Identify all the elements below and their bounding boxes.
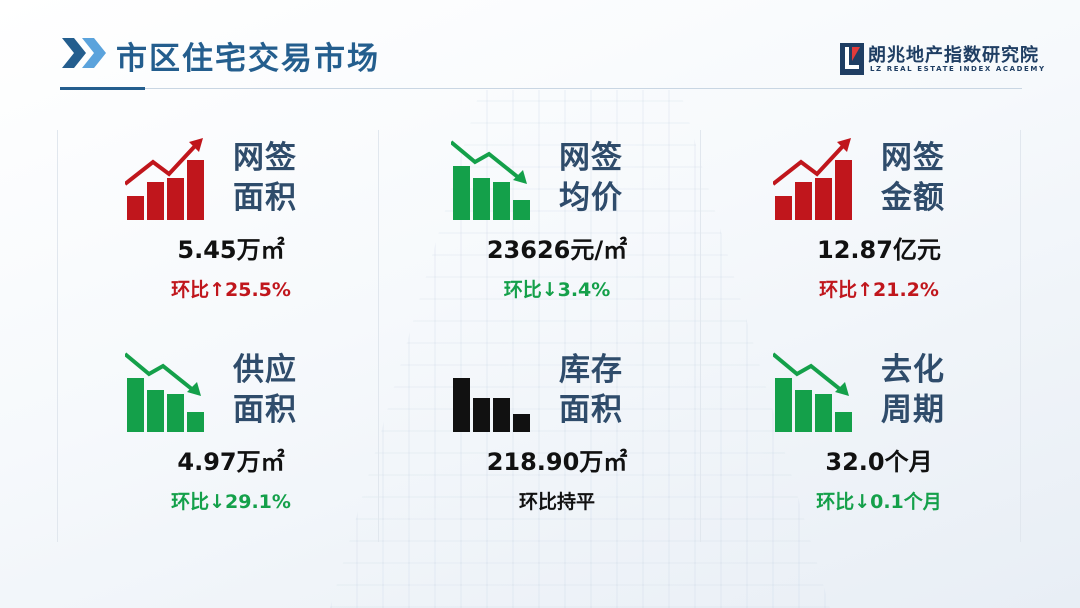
logo: 朗兆地产指数研究院 LZ REAL ESTATE INDEX ACADEMY: [840, 43, 1044, 78]
metric-card-sell-through-cycle: 去化 周期 32.0个月 环比↓0.1个月: [773, 350, 1073, 530]
falling-bar-chart-icon: [773, 352, 852, 432]
metric-change: 环比↓3.4%: [503, 279, 611, 301]
column-divider: [57, 130, 58, 542]
metric-change: 环比↓0.1个月: [816, 491, 942, 513]
metric-label: 去化 周期: [881, 350, 945, 430]
flat-bar-chart-icon: [453, 378, 530, 432]
metric-label: 网签 金额: [881, 138, 945, 218]
metric-label-line1: 供应: [233, 352, 297, 388]
metric-label: 库存 面积: [559, 350, 623, 430]
metric-label-line2: 金额: [881, 180, 945, 216]
metric-change: 环比↑25.5%: [171, 279, 291, 301]
metric-label: 网签 面积: [233, 138, 297, 218]
metric-label-line1: 去化: [881, 352, 945, 388]
metric-label-line2: 面积: [233, 392, 297, 428]
logo-mark-icon: [840, 43, 864, 75]
column-divider: [1020, 130, 1021, 542]
metric-value: 4.97万㎡: [177, 448, 285, 476]
metric-value: 23626元/㎡: [486, 236, 628, 264]
metric-card-inventory-area: 库存 面积 218.90万㎡ 环比持平: [451, 350, 751, 530]
metric-label-line2: 均价: [559, 180, 623, 216]
metric-card-signed-area: 网签 面积 5.45万㎡ 环比↑25.5%: [125, 138, 425, 318]
metric-change: 环比↑21.2%: [819, 279, 939, 301]
metric-label-line2: 周期: [881, 392, 945, 428]
metric-label-line2: 面积: [233, 180, 297, 216]
metric-card-avg-price: 网签 均价 23626元/㎡ 环比↓3.4%: [451, 138, 751, 318]
logo-text-en: LZ REAL ESTATE INDEX ACADEMY: [870, 65, 1046, 73]
rising-bar-chart-icon: [773, 138, 852, 220]
header-divider: [60, 88, 1022, 89]
rising-bar-chart-icon: [125, 138, 204, 220]
falling-bar-chart-icon: [125, 352, 204, 432]
logo-text-cn: 朗兆地产指数研究院: [868, 45, 1039, 66]
metric-value: 12.87亿元: [817, 236, 941, 264]
metric-label-line1: 网签: [881, 140, 945, 176]
metric-card-supply-area: 供应 面积 4.97万㎡ 环比↓29.1%: [125, 350, 425, 530]
metric-value: 32.0个月: [825, 448, 933, 476]
metric-card-signed-amount: 网签 金额 12.87亿元 环比↑21.2%: [773, 138, 1073, 318]
metric-value: 218.90万㎡: [486, 448, 628, 476]
column-divider: [700, 130, 701, 542]
metric-label-line1: 网签: [559, 140, 623, 176]
metric-value: 5.45万㎡: [177, 236, 285, 264]
metric-label: 网签 均价: [559, 138, 623, 218]
page-title: 市区住宅交易市场: [116, 41, 380, 77]
metric-label: 供应 面积: [233, 350, 297, 430]
header: 市区住宅交易市场 朗兆地产指数研究院 LZ REAL ESTATE INDEX …: [0, 0, 1080, 95]
column-divider: [378, 130, 379, 542]
metric-label-line1: 网签: [233, 140, 297, 176]
metric-label-line2: 面积: [559, 392, 623, 428]
header-divider-accent: [60, 87, 145, 90]
double-chevron-icon: [62, 38, 106, 68]
falling-bar-chart-icon: [451, 140, 530, 220]
metric-change: 环比持平: [518, 491, 595, 513]
metric-change: 环比↓29.1%: [171, 491, 291, 513]
metric-label-line1: 库存: [559, 352, 623, 388]
